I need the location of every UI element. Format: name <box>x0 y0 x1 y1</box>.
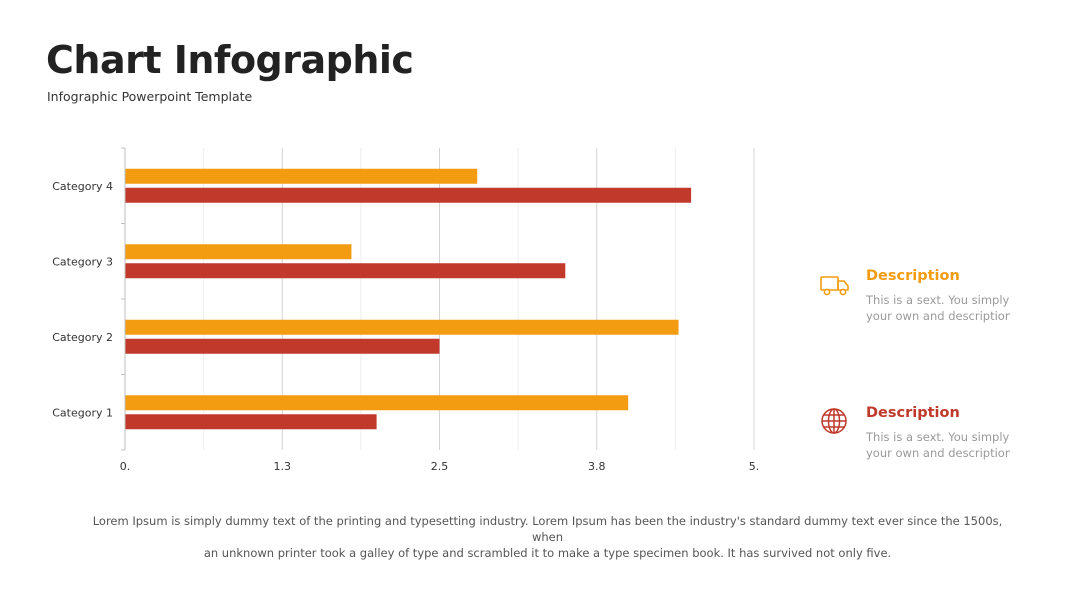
globe-icon <box>821 408 847 434</box>
x-tick-label: 5. <box>749 460 760 473</box>
axes <box>121 147 126 451</box>
category-label: Category 1 <box>52 406 113 419</box>
description-block-2: Description This is a sext. You simply d… <box>818 405 1018 469</box>
description-block-1: Description This is a sext. You simply d… <box>818 268 1018 332</box>
x-tick-label: 2.5 <box>431 460 449 473</box>
category-label: Category 3 <box>52 255 113 268</box>
bar-series-2 <box>125 338 440 354</box>
description-line: This is a sext. You simply d <box>866 293 1010 307</box>
delivery-truck-icon <box>820 276 849 296</box>
description-title: Description <box>866 405 960 421</box>
x-tick-label: 0. <box>120 460 131 473</box>
bar-series-1 <box>125 319 679 335</box>
description-text: This is a sext. You simply d your own an… <box>866 429 1010 461</box>
category-label: Category 4 <box>52 180 113 193</box>
footer-line: Lorem Ipsum is simply dummy text of the … <box>92 514 1003 544</box>
footer-text: Lorem Ipsum is simply dummy text of the … <box>90 513 1005 561</box>
bar-series-2 <box>125 187 692 203</box>
description-title: Description <box>866 268 960 284</box>
page-title: Chart Infographic <box>46 38 414 82</box>
description-line: your own and description <box>866 309 1010 323</box>
x-tick-label: 3.8 <box>588 460 606 473</box>
bar-series-1 <box>125 395 629 411</box>
category-label: Category 2 <box>52 331 113 344</box>
x-tick-label: 1.3 <box>274 460 292 473</box>
bars <box>125 168 692 430</box>
footer-line: an unknown printer took a galley of type… <box>203 546 892 560</box>
description-text: This is a sext. You simply d your own an… <box>866 292 1010 324</box>
page-subtitle: Infographic Powerpoint Template <box>47 89 253 104</box>
bar-chart: Category 1 Category 2 Category 3 Category 4… <box>52 147 759 473</box>
bar-series-2 <box>125 414 377 430</box>
bar-series-2 <box>125 263 566 279</box>
bar-series-1 <box>125 244 352 260</box>
bar-series-1 <box>125 168 478 184</box>
description-line: your own and description <box>866 446 1010 460</box>
axis-labels: Category 1 Category 2 Category 3 Category 4… <box>52 180 759 473</box>
description-line: This is a sext. You simply d <box>866 430 1010 444</box>
